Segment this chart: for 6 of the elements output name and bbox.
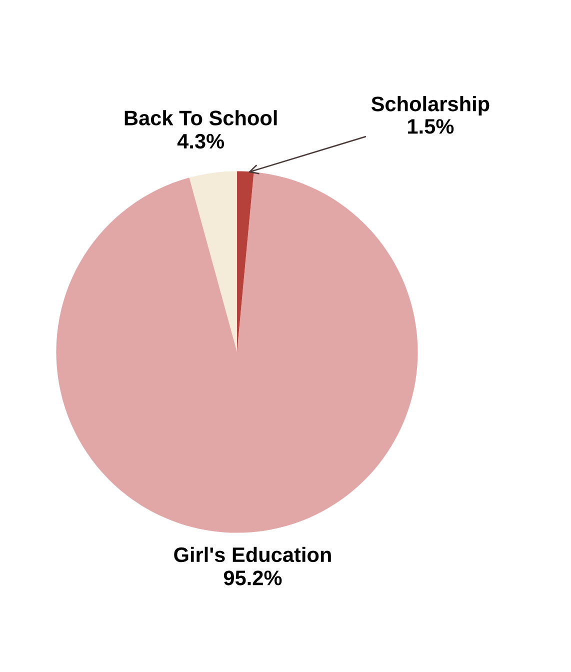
slice-label: Back To School <box>124 110 277 126</box>
data-label: 4.3% <box>177 134 224 149</box>
slice-label: Scholarship <box>371 96 490 116</box>
data-label: 1.5% <box>408 119 454 134</box>
slice-label: Girl's Education <box>174 546 331 562</box>
data-label: 95.2% <box>224 570 282 586</box>
